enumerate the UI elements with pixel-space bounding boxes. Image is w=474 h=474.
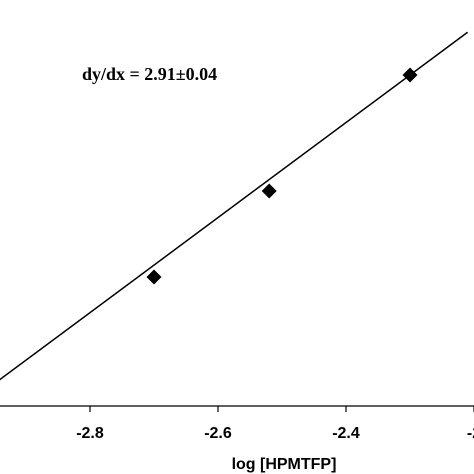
x-tick-label: -2 [467, 425, 474, 442]
data-points [146, 67, 418, 285]
slope-annotation: dy/dx = 2.91±0.04 [82, 64, 217, 84]
x-tick-label: -2.4 [332, 425, 360, 442]
x-axis-title: log [HPMTFP] [232, 456, 337, 473]
regression-line [0, 31, 469, 381]
x-axis-ticks: -2.8 -2.6 -2.4 -2 [76, 406, 474, 442]
data-point-marker [146, 269, 162, 285]
data-point-marker [402, 67, 418, 83]
x-tick-label: -2.8 [76, 425, 104, 442]
data-point-marker [261, 183, 277, 199]
x-tick-label: -2.6 [204, 425, 232, 442]
